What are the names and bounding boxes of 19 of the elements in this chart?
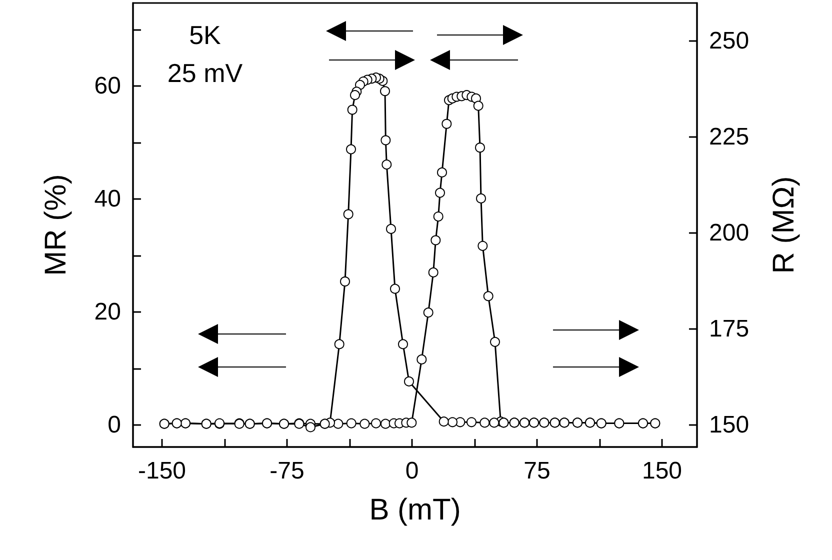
annotation: 5K bbox=[189, 20, 222, 50]
y2-tick-label: 200 bbox=[709, 220, 750, 247]
x-tick-label: -150 bbox=[138, 458, 186, 484]
annotation: 25 mV bbox=[167, 58, 244, 88]
y-tick-label: 20 bbox=[94, 298, 121, 326]
x-axis-title: B (mT) bbox=[369, 494, 461, 526]
y2-tick-label: 175 bbox=[709, 316, 750, 343]
x-tick-label: 75 bbox=[524, 458, 550, 484]
y2-tick-label: 225 bbox=[709, 124, 750, 151]
y2-axis-title: R (MΩ) bbox=[768, 176, 800, 274]
y-tick-label: 0 bbox=[108, 411, 121, 438]
y-tick-label: 60 bbox=[94, 72, 121, 100]
y-axis-title: MR (%) bbox=[40, 174, 72, 276]
y-tick-label: 40 bbox=[94, 186, 121, 213]
x-tick-label: 0 bbox=[405, 458, 419, 484]
x-tick-label: -75 bbox=[270, 458, 304, 484]
y2-tick-label: 250 bbox=[709, 28, 750, 55]
x-tick-label: 150 bbox=[642, 458, 682, 484]
y2-tick-label: 150 bbox=[709, 412, 750, 439]
